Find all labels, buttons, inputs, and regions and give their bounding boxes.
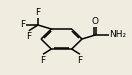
Text: F: F xyxy=(26,32,31,41)
Text: O: O xyxy=(92,17,99,26)
Text: F: F xyxy=(77,56,82,65)
Text: F: F xyxy=(35,8,41,17)
Text: F: F xyxy=(20,20,25,29)
Text: F: F xyxy=(41,56,46,65)
Text: NH₂: NH₂ xyxy=(109,30,126,39)
